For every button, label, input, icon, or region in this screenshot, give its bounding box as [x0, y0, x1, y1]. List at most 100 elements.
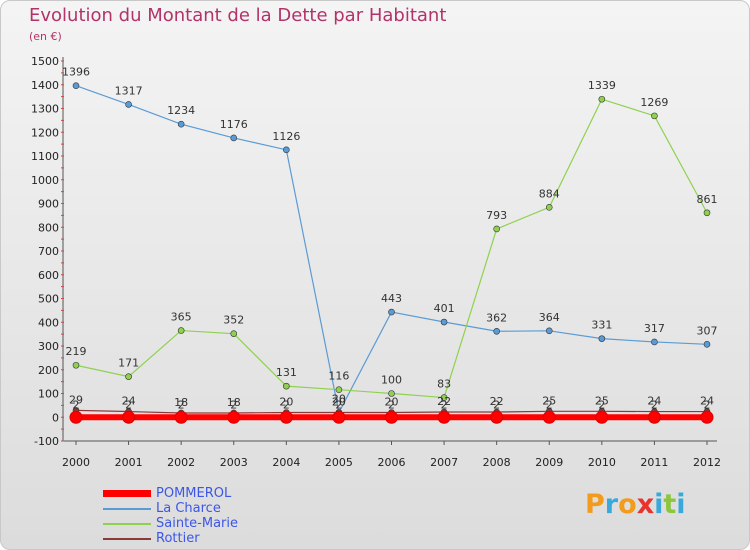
data-point: [283, 146, 290, 154]
y-tick-label: 700: [38, 245, 59, 258]
logo-letter: t: [663, 489, 677, 520]
data-label: 401: [434, 302, 455, 315]
data-label: 364: [539, 311, 560, 324]
legend-label: Rottier: [156, 531, 200, 546]
data-label: 2: [335, 398, 342, 411]
data-label: 2: [178, 398, 185, 411]
data-label: 83: [437, 378, 451, 391]
data-label: 131: [276, 366, 297, 379]
x-tick-label: 2004: [272, 456, 300, 469]
data-point: [230, 134, 238, 142]
data-label: 22: [490, 395, 504, 408]
data-point: [72, 361, 80, 369]
data-label: 24: [647, 395, 661, 408]
data-point: [230, 330, 238, 337]
x-tick-label: 2010: [588, 456, 616, 469]
data-label: 793: [486, 209, 507, 222]
data-label: 25: [542, 394, 556, 407]
y-tick-label: 1100: [31, 150, 59, 163]
data-label: 317: [644, 322, 665, 335]
data-label: 2: [388, 398, 395, 411]
data-label: 1339: [588, 79, 616, 92]
data-point: [440, 394, 448, 401]
data-point: [72, 82, 80, 89]
x-tick-label: 2012: [693, 456, 721, 469]
data-point: [545, 204, 553, 211]
data-point: [283, 382, 290, 390]
data-point: [490, 410, 504, 424]
data-label: 307: [697, 324, 718, 337]
data-label: 2: [230, 398, 237, 411]
y-tick-label: 200: [38, 364, 59, 377]
data-label: 24: [122, 395, 136, 408]
data-label: 18: [174, 396, 188, 409]
y-tick-label: -100: [34, 435, 59, 448]
proxiti-logo: Proxiti: [585, 489, 686, 520]
x-tick-label: 2003: [220, 456, 248, 469]
data-point: [545, 327, 553, 335]
data-label: 25: [595, 394, 609, 407]
data-label: 352: [223, 314, 244, 327]
logo-letter: o: [618, 489, 637, 520]
data-label: 365: [171, 311, 192, 324]
data-label: 171: [118, 357, 139, 370]
legend-item: Sainte-Marie: [99, 516, 359, 532]
data-label: 2: [73, 398, 80, 411]
data-point: [69, 410, 83, 424]
legend-label: La Charce: [156, 501, 221, 516]
data-label: 2: [598, 398, 605, 411]
x-tick-label: 2001: [115, 456, 143, 469]
x-tick-label: 2006: [378, 456, 406, 469]
data-label: 18: [227, 396, 241, 409]
logo-letter: i: [654, 489, 664, 520]
data-point: [177, 327, 185, 334]
legend-item: POMMEROL: [99, 486, 359, 502]
data-point: [700, 410, 714, 424]
data-point: [125, 101, 132, 108]
x-tick-label: 2008: [483, 456, 511, 469]
data-label: 1396: [62, 66, 90, 79]
data-label: 861: [697, 193, 718, 206]
x-tick-label: 2007: [430, 456, 458, 469]
data-label: 20: [279, 396, 293, 409]
series-line-la-charce: [75, 85, 708, 415]
legend-label: POMMEROL: [156, 486, 232, 501]
y-tick-label: 900: [38, 198, 59, 211]
logo-letter: x: [636, 489, 655, 520]
data-label: 116: [328, 370, 349, 383]
data-label: 1317: [115, 84, 143, 97]
data-label: 100: [381, 374, 402, 387]
data-point: [542, 410, 556, 424]
data-label: 1234: [167, 104, 195, 117]
data-point: [279, 410, 293, 424]
data-point: [388, 390, 395, 397]
data-label: 1176: [220, 118, 248, 131]
y-tick-label: 0: [52, 411, 59, 424]
data-point: [385, 410, 398, 424]
legend: POMMEROL La Charce Sainte-Marie Rottier: [99, 486, 359, 547]
data-label: 24: [700, 395, 714, 408]
data-label: 2: [125, 398, 132, 411]
data-label: 20: [385, 396, 399, 409]
data-point: [122, 410, 136, 424]
series-line-sainte-marie: [75, 98, 708, 399]
x-tick-label: 2011: [640, 456, 668, 469]
logo-letter: r: [604, 489, 619, 520]
y-tick-label: 100: [38, 388, 59, 401]
data-point: [227, 410, 241, 424]
data-point: [598, 335, 606, 342]
data-label: 443: [381, 292, 402, 305]
data-label: 1269: [640, 96, 668, 109]
y-tick-label: 400: [38, 316, 59, 329]
data-point: [437, 410, 451, 424]
data-label: 22: [437, 395, 451, 408]
y-tick-label: 1300: [31, 103, 59, 116]
x-tick-label: 2000: [62, 456, 90, 469]
data-label: 884: [539, 187, 560, 200]
data-point: [647, 410, 661, 424]
data-label: 2: [546, 398, 553, 411]
x-tick-label: 2005: [325, 456, 353, 469]
data-label: 2: [704, 398, 711, 411]
